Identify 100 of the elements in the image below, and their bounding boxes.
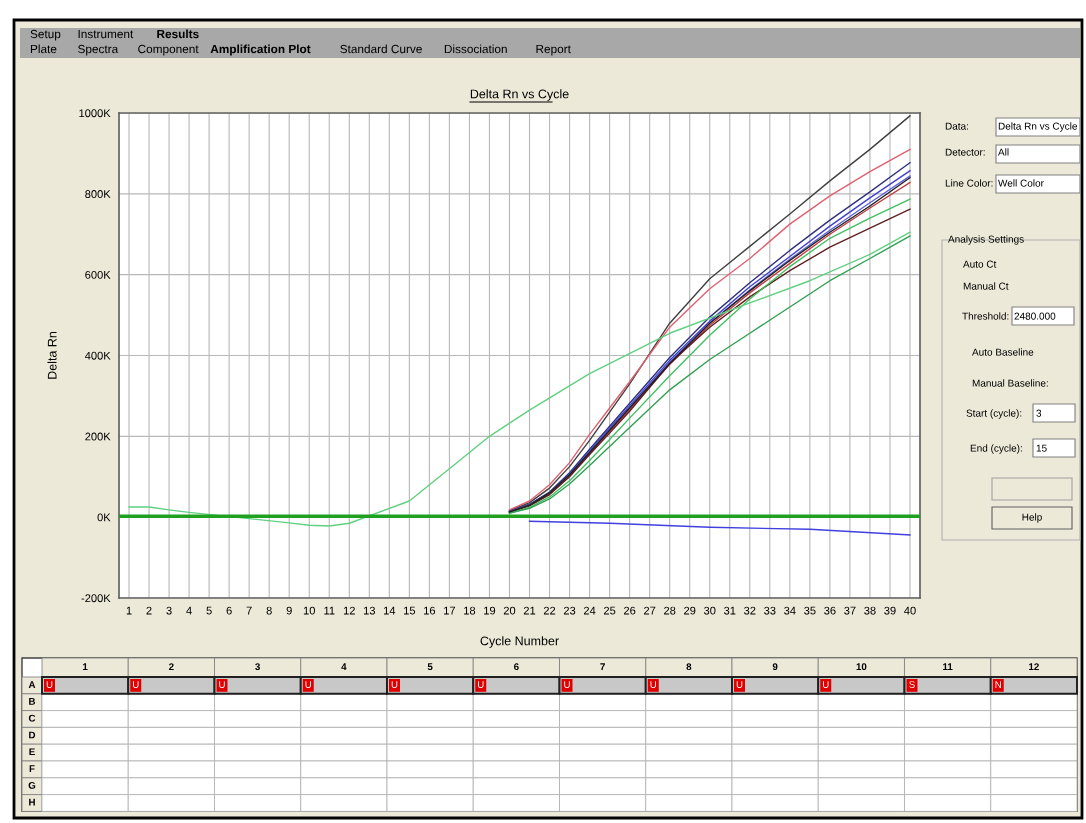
text: N: [995, 681, 1001, 688]
text: Report: [536, 44, 571, 56]
text: 5: [427, 663, 433, 671]
text: Amplification Plot: [210, 44, 311, 56]
text: Dissociation: [444, 44, 507, 54]
text: 15: [1036, 444, 1047, 452]
text: U: [391, 681, 398, 689]
text: 11: [943, 663, 953, 671]
text: Data:: [945, 122, 968, 130]
text: U: [650, 681, 657, 689]
x-tick-label: 32: [744, 606, 756, 615]
x-tick-label: 20: [503, 606, 516, 615]
text: 2: [169, 663, 174, 671]
text: U: [219, 681, 225, 689]
text: Instrument: [78, 29, 134, 39]
line-series: [128, 231, 911, 527]
text: Threshold:: [962, 312, 1009, 320]
text: Manual Baseline:: [972, 379, 1048, 387]
x-tick-label: 7: [246, 606, 252, 615]
x-tick-label: 2: [146, 606, 152, 615]
x-tick-label: 18: [464, 606, 476, 615]
x-tick-label: 10: [303, 606, 315, 615]
x-tick-label: 38: [864, 606, 876, 615]
x-tick-label: 24: [583, 606, 596, 615]
text: E: [29, 748, 35, 756]
x-tick-label: 1: [126, 606, 132, 615]
y-tick-label: 600K: [85, 270, 111, 279]
y-tick-label: 0K: [97, 513, 111, 522]
x-tick-label: 8: [266, 606, 272, 615]
x-tick-label: 30: [703, 606, 716, 615]
x-tick-label: 25: [603, 606, 616, 615]
x-tick-label: 33: [764, 606, 776, 615]
text: Start (cycle):: [966, 409, 1022, 419]
y-tick-label: 400K: [84, 351, 111, 360]
text: H: [29, 798, 35, 806]
x-axis-title: Cycle Number: [480, 636, 559, 648]
text: Plate: [30, 44, 57, 54]
x-tick-label: 16: [424, 606, 436, 615]
text: 10: [856, 663, 867, 671]
text: 2480.000: [1014, 312, 1056, 320]
text: Detector:: [945, 148, 985, 156]
x-tick-label: 5: [206, 606, 212, 615]
line-series: [528, 520, 911, 536]
x-tick-label: 40: [904, 606, 916, 615]
x-tick-label: 35: [804, 606, 816, 615]
text: Help: [1022, 513, 1042, 523]
text: Line Color:: [945, 179, 993, 187]
x-tick-label: 22: [543, 606, 556, 615]
text: Results: [157, 29, 199, 39]
x-tick-label: 39: [884, 606, 896, 615]
text: 8: [686, 663, 692, 671]
x-tick-label: 19: [484, 606, 496, 615]
text: Spectra: [78, 44, 119, 56]
x-tick-label: 9: [286, 606, 292, 615]
x-tick-label: 27: [644, 606, 656, 615]
text: Analysis Settings: [948, 235, 1024, 245]
text: Delta Rn vs Cycle: [998, 122, 1078, 132]
x-tick-label: 29: [684, 606, 696, 615]
x-tick-label: 3: [166, 606, 172, 615]
text: Manual Ct: [963, 282, 1009, 290]
x-tick-label: 26: [624, 606, 636, 615]
text: 1: [83, 663, 88, 671]
text: U: [46, 681, 53, 689]
text: 9: [772, 663, 778, 671]
text: 3: [1036, 409, 1042, 417]
chart-title: Delta Rn vs Cycle: [470, 89, 569, 101]
y-tick-label: 1000K: [79, 109, 111, 118]
x-tick-label: 14: [384, 606, 396, 615]
text: U: [132, 681, 139, 689]
x-tick-label: 12: [343, 606, 355, 615]
x-tick-label: 13: [363, 606, 375, 615]
text: All: [998, 148, 1009, 156]
text: End (cycle):: [970, 444, 1022, 454]
text: 4: [341, 663, 347, 671]
x-tick-label: 31: [724, 606, 736, 615]
x-tick-label: 4: [186, 606, 192, 615]
text: A: [28, 681, 36, 688]
text: S: [909, 681, 915, 689]
x-tick-label: 37: [844, 606, 856, 615]
text: U: [477, 681, 484, 689]
y-axis-title: Delta Rn: [47, 331, 57, 379]
x-tick-label: 34: [784, 606, 796, 615]
y-tick-label: 800K: [85, 190, 111, 198]
text: Auto Baseline: [972, 348, 1034, 356]
x-tick-label: 23: [563, 606, 576, 615]
y-tick-label: -200K: [81, 594, 111, 603]
text: U: [305, 681, 312, 689]
x-tick-label: 36: [824, 606, 836, 615]
x-tick-label: 11: [324, 606, 335, 615]
y-tick-label: 200K: [85, 432, 111, 441]
x-tick-label: 6: [226, 606, 232, 615]
text: Setup: [30, 29, 61, 41]
text: G: [28, 781, 36, 789]
text: U: [564, 681, 570, 689]
text: Auto Ct: [963, 260, 997, 268]
text: 3: [255, 663, 260, 671]
text: U: [736, 681, 743, 689]
x-tick-label: 21: [523, 606, 536, 615]
text: Well Color: [998, 179, 1044, 187]
text: D: [29, 731, 36, 739]
